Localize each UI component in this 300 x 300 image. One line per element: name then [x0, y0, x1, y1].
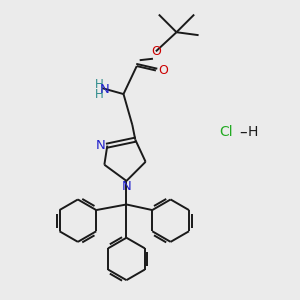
Text: Cl: Cl: [220, 125, 233, 139]
Text: H: H: [95, 88, 104, 101]
Text: O: O: [158, 64, 168, 77]
Text: H: H: [95, 78, 104, 91]
Text: N: N: [122, 180, 131, 193]
Text: N: N: [96, 139, 106, 152]
Text: –: –: [239, 125, 247, 140]
Text: H: H: [248, 125, 258, 139]
Text: N: N: [100, 83, 110, 96]
Text: O: O: [151, 45, 161, 58]
